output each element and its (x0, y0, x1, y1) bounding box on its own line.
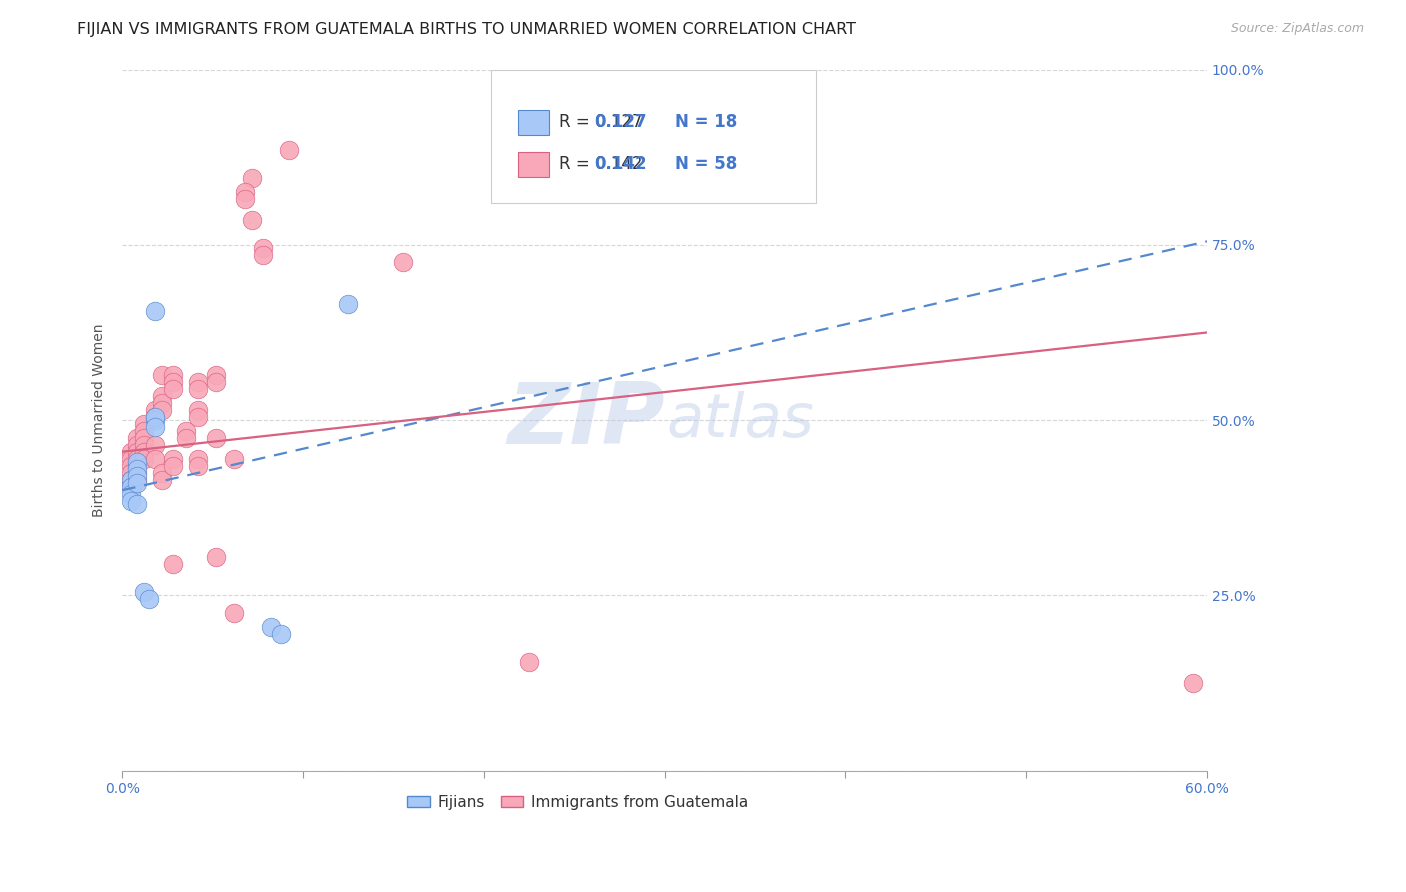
Text: Source: ZipAtlas.com: Source: ZipAtlas.com (1230, 22, 1364, 36)
Point (187, 375, 209, 389)
Point (125, 451, 148, 466)
Point (120, 444, 142, 458)
Point (242, 171, 264, 186)
Point (132, 444, 155, 458)
Point (143, 304, 166, 318)
FancyBboxPatch shape (519, 152, 548, 177)
Point (143, 420, 166, 434)
Text: N = 18: N = 18 (675, 113, 738, 131)
Point (120, 473, 142, 487)
Point (120, 487, 142, 501)
Point (242, 213, 264, 227)
Point (162, 382, 184, 396)
FancyBboxPatch shape (491, 70, 817, 202)
Point (125, 438, 148, 452)
Point (143, 409, 166, 424)
Point (120, 451, 142, 466)
Point (150, 395, 173, 409)
Point (150, 466, 173, 480)
Point (143, 409, 166, 424)
Point (187, 409, 209, 424)
Text: 0.127: 0.127 (595, 113, 647, 131)
Point (162, 451, 184, 466)
Text: N = 58: N = 58 (675, 155, 738, 173)
Point (337, 297, 360, 311)
Point (125, 455, 148, 469)
Point (120, 466, 142, 480)
Text: 0.142: 0.142 (595, 155, 647, 173)
Text: R = 0.142: R = 0.142 (560, 155, 643, 173)
Point (150, 473, 173, 487)
Point (143, 413, 166, 427)
Point (132, 451, 155, 466)
Text: ZIP: ZIP (508, 378, 665, 462)
Text: R = 0.127: R = 0.127 (560, 113, 643, 131)
Point (132, 424, 155, 438)
Point (277, 143, 299, 157)
Y-axis label: Births to Unmarried Women: Births to Unmarried Women (93, 324, 107, 516)
Point (150, 402, 173, 417)
Point (187, 382, 209, 396)
Point (125, 431, 148, 445)
Point (125, 476, 148, 491)
Point (143, 451, 166, 466)
Text: FIJIAN VS IMMIGRANTS FROM GUATEMALA BIRTHS TO UNMARRIED WOMEN CORRELATION CHART: FIJIAN VS IMMIGRANTS FROM GUATEMALA BIRT… (77, 22, 856, 37)
Point (132, 417, 155, 431)
Point (132, 431, 155, 445)
Point (1181, 676, 1204, 690)
Point (259, 620, 281, 634)
Point (138, 591, 160, 606)
Text: atlas: atlas (666, 391, 814, 450)
Point (205, 431, 228, 445)
Point (143, 402, 166, 417)
Point (162, 458, 184, 473)
Point (187, 402, 209, 417)
Point (174, 431, 197, 445)
Point (143, 438, 166, 452)
Point (120, 480, 142, 494)
Point (150, 368, 173, 382)
Point (125, 444, 148, 458)
Point (224, 451, 246, 466)
Point (187, 458, 209, 473)
Point (162, 557, 184, 571)
Point (132, 438, 155, 452)
Point (125, 458, 148, 473)
Point (162, 375, 184, 389)
Point (120, 458, 142, 473)
Point (125, 497, 148, 511)
Point (205, 368, 228, 382)
Point (391, 255, 413, 269)
Point (517, 655, 540, 669)
Point (270, 627, 292, 641)
Point (174, 424, 197, 438)
Point (150, 388, 173, 402)
Point (205, 549, 228, 564)
Legend: Fijians, Immigrants from Guatemala: Fijians, Immigrants from Guatemala (401, 789, 755, 815)
Point (224, 606, 246, 620)
Point (125, 469, 148, 483)
Point (233, 192, 256, 206)
Point (252, 248, 274, 262)
Point (162, 368, 184, 382)
Point (252, 241, 274, 255)
Point (120, 493, 142, 508)
Point (132, 585, 155, 599)
Point (125, 473, 148, 487)
Point (120, 480, 142, 494)
Point (205, 375, 228, 389)
Point (125, 466, 148, 480)
FancyBboxPatch shape (519, 110, 548, 135)
Point (187, 451, 209, 466)
Point (233, 186, 256, 200)
Point (125, 462, 148, 476)
Point (120, 473, 142, 487)
